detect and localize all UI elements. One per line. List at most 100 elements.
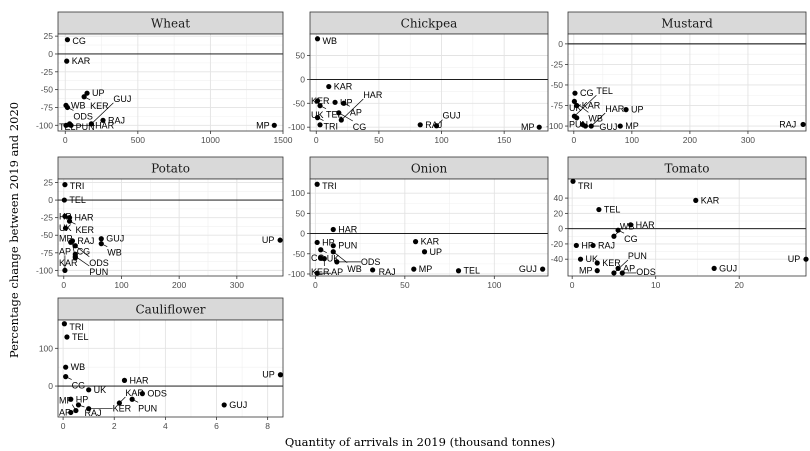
x-tick-label: 0 <box>63 135 68 145</box>
point-chickpea-ker <box>314 98 321 104</box>
x-tick-label: 300 <box>741 135 755 145</box>
label-leader <box>343 102 350 107</box>
point-tomato-ker <box>594 260 600 266</box>
point-cauliflower-tel <box>64 334 70 340</box>
point-label-chickpea-cg: CG <box>353 122 367 132</box>
label-leader <box>319 105 327 109</box>
point-chickpea-raj <box>417 122 423 128</box>
x-tick-label: 100 <box>114 280 128 290</box>
x-tick-label: 100 <box>434 135 448 145</box>
point-label-cauliflower-har: HAR <box>129 375 149 385</box>
point-potato-wb <box>98 241 104 247</box>
point-chickpea-mp <box>536 124 542 130</box>
label-leader <box>65 376 72 380</box>
point-label-onion-hp: HP <box>322 237 335 247</box>
x-tick-label: 150 <box>497 135 511 145</box>
y-tick-label: 100 <box>39 343 53 353</box>
label-leader <box>119 396 126 404</box>
point-label-wheat-pun: PUN <box>76 122 95 132</box>
point-label-onion-uk: UK <box>327 254 340 264</box>
point-potato-up <box>277 237 283 243</box>
point-label-chickpea-wb: WB <box>323 36 338 46</box>
point-label-chickpea-ap: AP <box>350 107 362 117</box>
point-onion-mp <box>411 266 417 272</box>
point-label-tomato-ker: KER <box>602 258 621 268</box>
panel-border <box>57 178 284 277</box>
y-tick-label: 0 <box>558 224 563 234</box>
point-tomato-hp <box>573 242 579 249</box>
point-label-potato-kar: KAR <box>59 258 78 268</box>
x-tick-label: 500 <box>131 135 145 145</box>
point-label-cauliflower-mp: MP <box>59 396 73 406</box>
point-potato-hp <box>62 213 68 219</box>
point-label-chickpea-mp: MP <box>521 122 535 132</box>
point-tomato-har <box>628 222 634 228</box>
panel-wheat: Wheat 25 0 -25 -50 -75 -100 0 500 1000 1500 CG KAR UP… <box>36 11 293 145</box>
point-mustard-mp <box>617 123 623 129</box>
point-onion-guj <box>540 266 546 272</box>
y-tick-label: -75 <box>41 248 54 258</box>
point-label-onion-guj: GUJ <box>519 264 537 274</box>
panel-background <box>58 179 283 276</box>
point-label-potato-cg: CG <box>77 246 91 256</box>
point-label-tomato-ap: AP <box>623 263 635 273</box>
y-tick-label: -25 <box>551 59 564 69</box>
y-tick-label: -75 <box>41 102 54 112</box>
x-tick-label: 8 <box>265 421 270 431</box>
point-label-potato-mp: MP <box>59 234 73 244</box>
point-label-onion-ods: ODS <box>361 257 381 267</box>
point-onion-pun <box>330 243 336 249</box>
point-label-wheat-guj: GUJ <box>113 94 131 104</box>
point-label-tomato-wb: WB <box>620 221 635 231</box>
point-label-wheat-cg: CG <box>72 36 86 46</box>
y-tick-label: -25 <box>41 213 54 223</box>
y-tick-label: -25 <box>41 67 54 77</box>
x-tick-label: 10 <box>651 280 661 290</box>
point-cauliflower-up <box>277 372 284 378</box>
point-label-potato-ker: KER <box>76 225 95 235</box>
point-label-chickpea-tri: TRI <box>324 122 339 132</box>
label-leader <box>101 243 108 247</box>
point-label-mustard-wb: WB <box>588 113 603 123</box>
point-chickpea-uk <box>317 122 323 128</box>
point-label-wheat-tel: TEL <box>59 122 76 132</box>
label-leader <box>67 107 74 111</box>
point-mustard-raj <box>800 121 806 128</box>
point-mustard-uk <box>574 115 580 121</box>
point-tomato-guj <box>711 265 717 271</box>
point-label-tomato-har: HAR <box>636 220 656 230</box>
point-label-tomato-raj: RAJ <box>598 240 615 250</box>
label-leader <box>338 112 353 122</box>
label-leader <box>436 119 443 126</box>
point-label-wheat-up: UP <box>92 88 105 98</box>
point-label-cauliflower-raj: RAJ <box>84 408 101 418</box>
point-label-wheat-raj: RAJ <box>108 115 125 125</box>
y-tick-label: -50 <box>551 80 564 90</box>
y-tick-label: 0 <box>48 49 53 59</box>
y-tick-label: 0 <box>558 39 563 49</box>
point-label-onion-wb: WB <box>347 264 362 274</box>
panel-potato: Potato 25 0 -25 -50 -75 -100 0 100 200 300 TRI TEL HA… <box>36 156 284 290</box>
point-label-onion-ker: KER <box>311 267 330 277</box>
panel-border <box>309 33 549 132</box>
point-label-onion-tel: TEL <box>464 266 481 276</box>
point-label-tomato-tri: TRI <box>578 181 593 191</box>
label-leader <box>75 245 90 258</box>
point-label-potato-up: UP <box>262 235 275 245</box>
label-leader <box>69 220 76 225</box>
gridlines <box>58 179 283 276</box>
y-tick-label: 100 <box>291 188 305 198</box>
y-tick-label: 25 <box>44 178 54 188</box>
panel-background <box>310 34 548 131</box>
point-onion-uk <box>318 247 324 253</box>
panel-border <box>567 178 807 277</box>
point-potato-guj <box>98 236 104 242</box>
point-label-mustard-cg: CG <box>580 88 594 98</box>
label-leader <box>341 98 364 121</box>
x-tick-label: 200 <box>172 280 186 290</box>
point-label-potato-uk: UK <box>59 223 72 233</box>
point-potato-uk <box>62 225 69 231</box>
x-tick-label: 0 <box>571 135 576 145</box>
point-label-cauliflower-up: UP <box>262 370 275 380</box>
